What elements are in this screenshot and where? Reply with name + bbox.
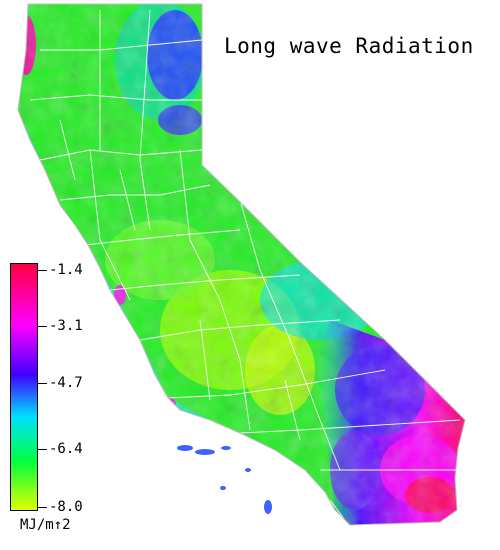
map-title: Long wave Radiation	[224, 34, 474, 58]
legend-tick	[38, 383, 47, 384]
legend-tick-label: -8.0	[49, 499, 83, 515]
legend-tick-label: -1.4	[49, 262, 83, 278]
county-boundaries	[29, 9, 461, 521]
legend-tick	[38, 449, 47, 450]
legend-tick	[38, 270, 47, 271]
legend-tick	[38, 326, 47, 327]
legend-unit-label: MJ/m↑2	[20, 517, 71, 533]
legend-tick-label: -3.1	[49, 318, 83, 334]
channel-islands	[177, 445, 272, 514]
legend-tick	[38, 507, 47, 508]
legend-tick-label: -4.7	[49, 375, 83, 391]
legend-tick-label: -6.4	[49, 441, 83, 457]
color-scale-bar	[10, 263, 38, 511]
